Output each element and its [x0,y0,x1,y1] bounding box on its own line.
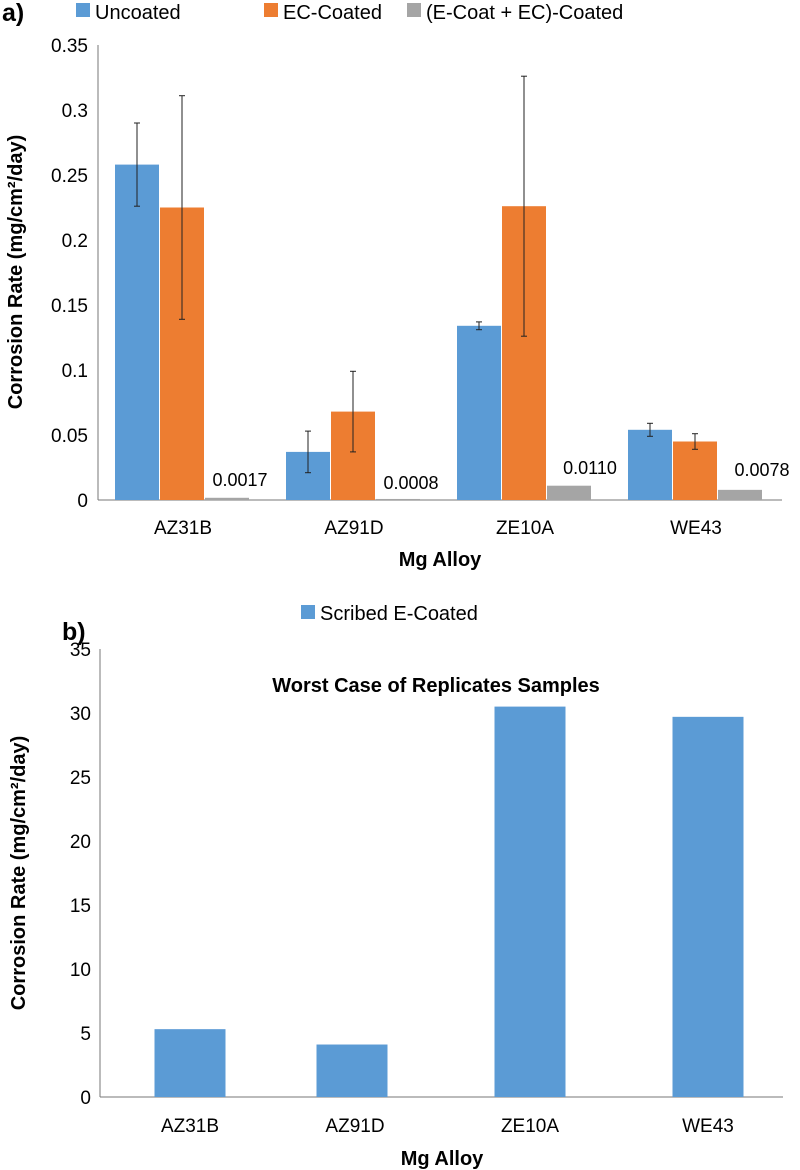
bars-a [115,75,762,500]
x-tick-a-we43: WE43 [670,518,722,539]
bar-scribed-ze10a [494,706,566,1097]
bar-ec-coated-we43 [673,441,717,500]
x-tick-b-we43: WE43 [682,1116,734,1137]
y-tick-a: 0 [77,491,88,512]
y-tick-a: 0.05 [51,426,88,447]
bars-b [154,706,744,1097]
x-tick-a-az31b: AZ31B [154,518,212,539]
data-label-ze10a: 0.0110 [563,458,617,478]
y-tick-b: 5 [80,1024,91,1045]
y-tick-b: 10 [70,960,91,981]
legend-label-ec-coated: EC-Coated [283,2,382,24]
y-tick-a: 0.2 [62,231,88,252]
data-label-az91d: 0.0008 [383,473,438,493]
bar-e-coat-ec-coated-az31b [205,497,249,500]
y-tick-a: 0.25 [51,166,88,187]
x-axis-title-b: Mg Alloy [401,1148,484,1170]
panel-b-label: b) [62,618,86,646]
y-tick-a: 0.3 [62,101,88,122]
legend-label-ecoat-ec: (E-Coat + EC)-Coated [426,2,623,24]
x-tick-a-ze10a: ZE10A [496,518,554,539]
legend-label-uncoated: Uncoated [95,2,181,24]
y-axis-title-a: Corrosion Rate (mg/cm²/day) [5,135,27,409]
legend-swatch-ec-coated [264,3,278,17]
y-tick-b: 0 [80,1088,91,1109]
bar-e-coat-ec-coated-ze10a [547,485,591,500]
x-tick-b-ze10a: ZE10A [501,1116,559,1137]
panel-a-label: a) [2,0,24,27]
bar-e-coat-ec-coated-we43 [718,489,762,500]
x-tick-b-az91d: AZ91D [325,1116,384,1137]
bar-uncoated-az31b [115,164,159,500]
panel-a: a) Uncoated EC-Coated (E-Coat + EC)-Coat… [2,0,790,571]
bar-uncoated-we43 [628,429,672,500]
bar-e-coat-ec-coated-az91d [376,498,420,500]
legend-swatch-ecoat-ec [407,3,421,17]
legend-swatch-scribed [301,605,315,619]
y-tick-b: 15 [70,896,91,917]
chart-title-b: Worst Case of Replicates Samples [272,675,600,697]
y-tick-a: 0.35 [51,36,88,57]
bar-uncoated-ze10a [457,325,501,500]
x-tick-a-az91d: AZ91D [324,518,383,539]
y-tick-b: 20 [70,832,91,853]
x-tick-b-az31b: AZ31B [161,1116,219,1137]
y-axis-title-b: Corrosion Rate (mg/cm²/day) [8,736,30,1010]
legend-swatch-uncoated [76,3,90,17]
data-label-we43: 0.0078 [734,460,789,480]
y-tick-b: 35 [70,640,91,661]
data-label-az31b: 0.0017 [212,470,267,490]
x-axis-title-a: Mg Alloy [399,549,482,571]
bar-scribed-az91d [316,1044,388,1097]
y-tick-b: 25 [70,768,91,789]
bar-scribed-az31b [154,1029,226,1097]
y-tick-a: 0.1 [62,361,88,382]
legend-label-scribed: Scribed E-Coated [320,603,478,625]
y-tick-b: 30 [70,704,91,725]
bar-scribed-we43 [672,716,744,1097]
panel-b: b) Scribed E-Coated 0 5 10 15 20 25 30 3… [8,603,783,1170]
y-tick-a: 0.15 [51,296,88,317]
